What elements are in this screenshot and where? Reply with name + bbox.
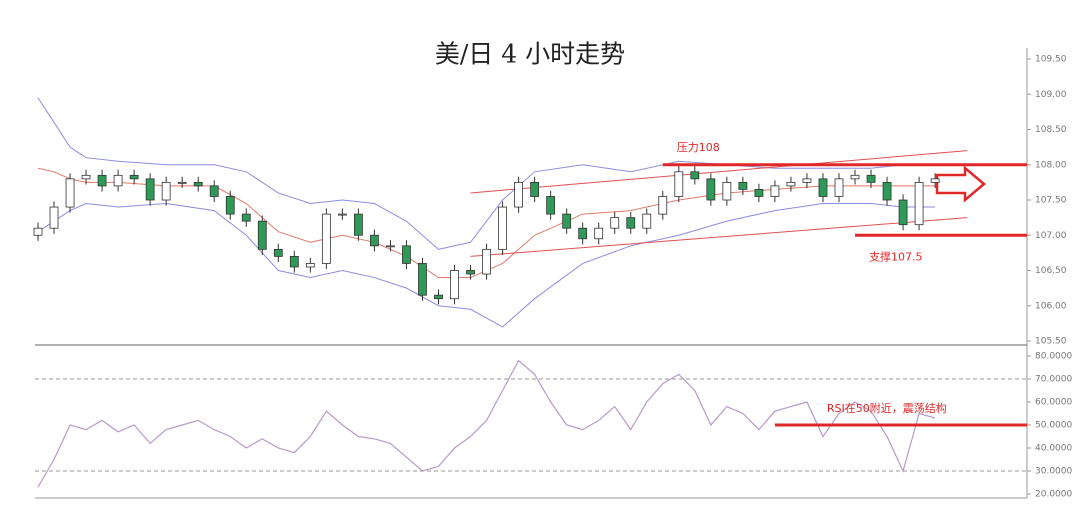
- candle-body: [498, 206, 507, 250]
- candle-body: [706, 178, 716, 201]
- candle-body: [145, 178, 155, 201]
- candle-body: [882, 181, 892, 201]
- candle-body: [482, 248, 491, 275]
- candle-body: [353, 213, 363, 236]
- candle-body: [658, 196, 668, 215]
- y-tick-label: 80.0000: [1035, 352, 1072, 362]
- candle-body: [466, 270, 475, 275]
- candle-body: [866, 174, 876, 183]
- candle-body: [370, 234, 379, 247]
- candle-body: [722, 181, 732, 201]
- candle-body: [802, 178, 812, 183]
- candle-body: [546, 196, 556, 215]
- candle-body: [626, 217, 636, 229]
- candle-body: [898, 199, 908, 226]
- candle-body: [530, 181, 540, 197]
- candle-body: [594, 227, 604, 240]
- candle-body: [129, 174, 139, 180]
- candle-body: [402, 245, 411, 264]
- candle-body: [914, 181, 924, 226]
- candle-body: [514, 181, 523, 208]
- candle-body: [674, 171, 684, 197]
- candle-body: [834, 178, 844, 197]
- trendline: [470, 217, 968, 257]
- candle-body: [113, 174, 123, 187]
- candle-body: [642, 213, 652, 229]
- trend-arrow: [935, 165, 986, 203]
- y-tick-label: 107.00: [1035, 231, 1067, 241]
- candle-body: [209, 185, 219, 197]
- y-tick-label: 106.00: [1035, 301, 1067, 311]
- y-tick-label: 105.50: [1035, 337, 1067, 347]
- candle-body: [930, 178, 940, 183]
- candle-body: [418, 263, 427, 296]
- candle-body: [434, 294, 443, 300]
- candle-body: [690, 171, 700, 180]
- y-tick-label: 108.00: [1035, 160, 1067, 170]
- candle-body: [81, 174, 91, 180]
- candle-body: [225, 196, 235, 215]
- chart-title: 美/日 4 小时走势: [435, 40, 625, 69]
- candle-body: [738, 181, 748, 190]
- y-tick-label: 109.50: [1035, 55, 1067, 65]
- candle-body: [578, 227, 588, 240]
- candle-body: [273, 248, 283, 257]
- candle-body: [257, 220, 267, 250]
- candle-body: [49, 206, 59, 229]
- y-tick-label: 20.0000: [1035, 490, 1072, 500]
- candle-body: [850, 174, 860, 180]
- candle-body: [177, 181, 187, 184]
- y-tick-label: 107.50: [1035, 196, 1067, 206]
- candle-body: [450, 270, 459, 300]
- resistance-label: 压力108: [677, 141, 720, 154]
- candle-body: [97, 174, 107, 187]
- candle-body: [193, 181, 203, 187]
- candle-body: [289, 255, 299, 268]
- y-tick-label: 106.50: [1035, 266, 1067, 276]
- candle-body: [386, 245, 395, 248]
- y-tick-label: 30.0000: [1035, 467, 1072, 477]
- candle-body: [610, 217, 620, 229]
- y-tick-label: 109.00: [1035, 90, 1067, 100]
- candle-body: [305, 263, 315, 268]
- rsi-line: [37, 359, 936, 488]
- candle-body: [65, 178, 75, 208]
- candle-body: [337, 213, 347, 216]
- y-tick-label: 70.0000: [1035, 375, 1072, 385]
- trendline: [470, 150, 968, 194]
- y-tick-label: 60.0000: [1035, 398, 1072, 408]
- y-tick-label: 108.50: [1035, 125, 1067, 135]
- candle-body: [770, 185, 780, 197]
- candle-body: [818, 178, 828, 197]
- candle-body: [161, 181, 171, 201]
- y-tick-label: 50.0000: [1035, 421, 1072, 431]
- candle-body: [241, 213, 251, 222]
- rsi-level-label: RSI在50附近，震荡结构: [827, 401, 947, 415]
- band-line: [37, 97, 936, 250]
- y-tick-label: 40.0000: [1035, 444, 1072, 454]
- candle-body: [33, 227, 43, 236]
- candle-body: [786, 181, 796, 187]
- support-label: 支撑107.5: [869, 249, 923, 263]
- candle-body: [754, 189, 764, 197]
- candle-body: [321, 213, 331, 264]
- candle-body: [562, 213, 572, 229]
